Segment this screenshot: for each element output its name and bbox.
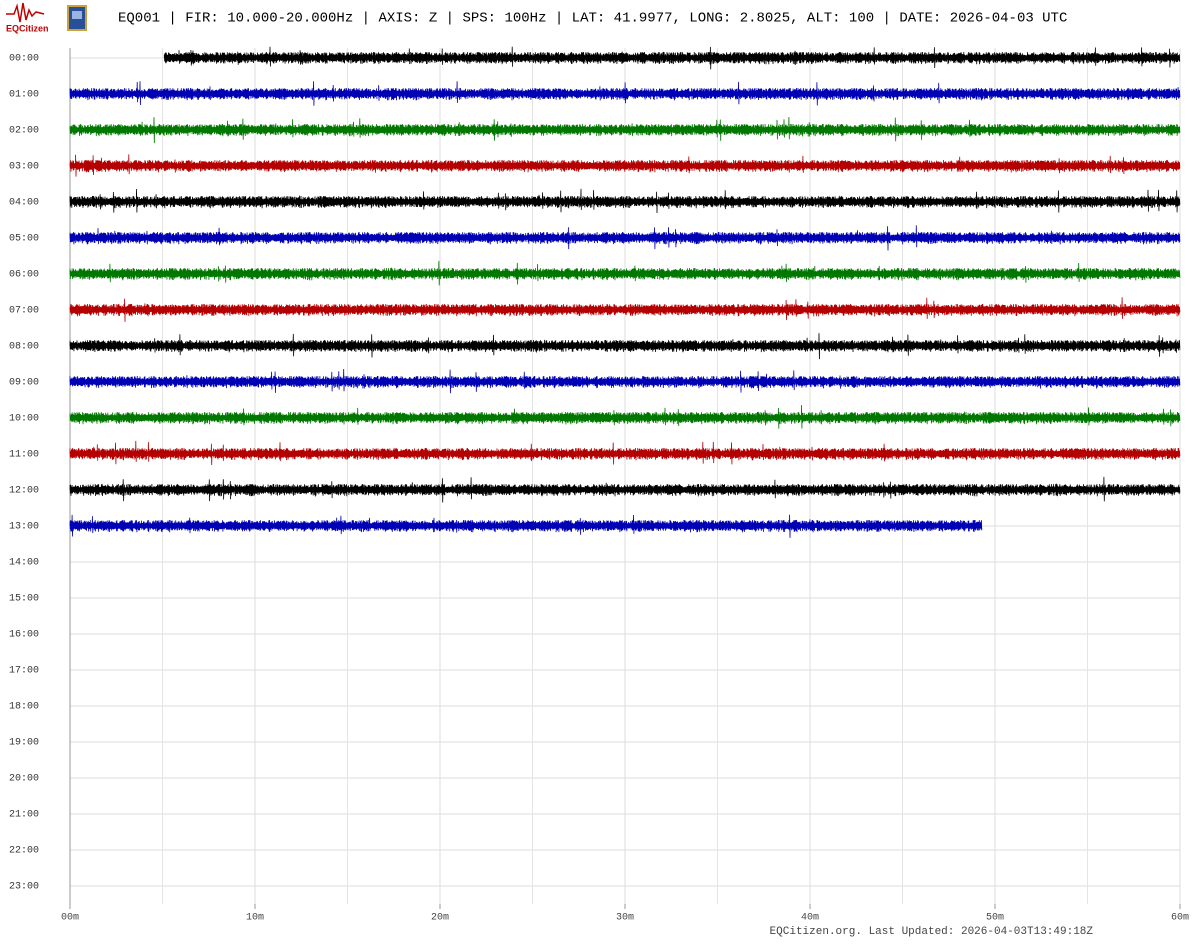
trace [69, 188, 1181, 214]
row-label: 23:00 [9, 882, 39, 893]
row-label: 06:00 [9, 270, 39, 281]
trace [69, 476, 1181, 503]
trace [69, 297, 1181, 322]
grid [69, 48, 1181, 904]
row-label: 01:00 [9, 90, 39, 101]
x-tick-label: 50m [986, 913, 1004, 924]
row-label: 09:00 [9, 378, 39, 389]
row-label: 13:00 [9, 522, 39, 533]
row-label: 02:00 [9, 126, 39, 137]
row-label: 11:00 [9, 450, 39, 461]
row-label: 20:00 [9, 774, 39, 785]
row-label: 00:00 [9, 54, 39, 65]
trace [69, 404, 1181, 429]
x-tick-label: 20m [431, 913, 449, 924]
row-label: 14:00 [9, 558, 39, 569]
x-tick-label: 30m [616, 913, 634, 924]
row-label: 16:00 [9, 630, 39, 641]
trace [69, 81, 1181, 106]
trace [163, 46, 1181, 70]
trace [69, 225, 1181, 251]
row-label: 04:00 [9, 198, 39, 209]
row-label: 19:00 [9, 738, 39, 749]
row-label: 07:00 [9, 306, 39, 317]
row-label: 21:00 [9, 810, 39, 821]
logo-text: EQCitizen [6, 23, 49, 33]
trace [69, 368, 1181, 394]
row-label: 15:00 [9, 594, 39, 605]
chart-title: EQ001 | FIR: 10.000-20.000Hz | AXIS: Z |… [118, 11, 1067, 27]
x-tick-label: 60m [1171, 913, 1189, 924]
x-tick-label: 00m [61, 913, 79, 924]
trace [69, 333, 1181, 360]
row-label: 05:00 [9, 234, 39, 245]
row-label: 12:00 [9, 486, 39, 497]
row-label: 22:00 [9, 846, 39, 857]
row-label: 18:00 [9, 702, 39, 713]
row-label: 08:00 [9, 342, 39, 353]
trace [69, 260, 1181, 286]
x-tick-label: 40m [801, 913, 819, 924]
logo-wave [6, 2, 45, 23]
device-chip [72, 11, 82, 19]
footer-note: EQCitizen.org. Last Updated: 2026-04-03T… [770, 926, 1094, 938]
row-label: 03:00 [9, 162, 39, 173]
trace [69, 116, 1181, 144]
trace [69, 514, 983, 538]
trace [69, 154, 1181, 177]
row-label: 10:00 [9, 414, 39, 425]
logo: EQCitizen [6, 2, 87, 33]
trace [69, 440, 1181, 466]
x-tick-label: 10m [246, 913, 264, 924]
row-label: 17:00 [9, 666, 39, 677]
